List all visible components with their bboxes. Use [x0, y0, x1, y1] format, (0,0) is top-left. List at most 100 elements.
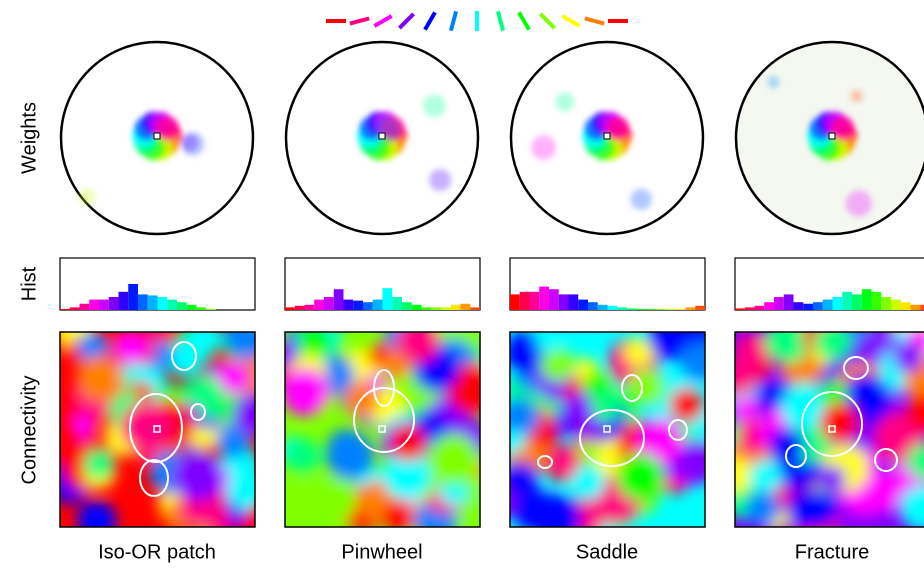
map-blobs — [285, 332, 480, 527]
connectivity-contour — [801, 391, 863, 457]
map-frame — [509, 331, 706, 528]
map-blob — [907, 443, 924, 480]
connectivity-contour — [874, 448, 898, 472]
weights-patch — [181, 132, 205, 156]
hist-bar — [89, 299, 99, 310]
hist-bar — [685, 307, 696, 310]
hist-bar — [891, 299, 901, 310]
map-frame — [59, 331, 256, 528]
orientation-map — [510, 332, 705, 527]
center-marker — [153, 425, 161, 433]
hist-bar — [147, 295, 158, 310]
orientation-tick — [517, 11, 531, 31]
hist-bar — [294, 305, 305, 310]
map-blob — [224, 332, 255, 360]
hist-bar — [324, 297, 334, 310]
map-blob — [819, 380, 848, 408]
hist-bar — [343, 299, 354, 310]
map-blob — [591, 393, 620, 422]
row-label: Hist — [18, 266, 40, 301]
weights-blob — [767, 75, 872, 217]
hist-bar — [382, 288, 393, 310]
hist-bar — [314, 299, 324, 310]
hist-bar — [822, 299, 833, 310]
hist-bar — [539, 286, 549, 310]
orientation-tick — [349, 16, 370, 26]
map-blob — [532, 421, 560, 449]
hist-bar — [206, 308, 216, 310]
center-marker — [603, 132, 611, 140]
orientation-tick — [373, 14, 393, 28]
hist-bar — [79, 303, 90, 310]
map-frame — [734, 331, 924, 528]
hist-bar — [627, 308, 637, 310]
connectivity-contour — [579, 409, 645, 467]
map-blob — [427, 433, 479, 485]
hist-bar — [460, 303, 471, 310]
map-blob — [513, 489, 557, 527]
hist-bar — [803, 303, 813, 310]
hist-bar — [60, 308, 70, 310]
map-blobs — [60, 332, 255, 527]
hist-bar — [99, 299, 109, 310]
hist-bar — [304, 304, 315, 310]
hist-bar — [666, 308, 676, 310]
center-marker — [603, 425, 611, 433]
map-blob — [582, 371, 612, 400]
connectivity-contour — [537, 455, 553, 469]
map-blob — [735, 357, 758, 395]
map-blob — [382, 451, 432, 501]
map-blob — [892, 341, 924, 373]
hist-bar — [910, 304, 921, 310]
map-blob — [768, 427, 805, 464]
hist-bar — [177, 302, 187, 310]
orientation-map — [60, 332, 255, 527]
hist-bar — [861, 289, 872, 310]
map-blob — [510, 461, 538, 497]
weights-patch — [845, 190, 872, 217]
hist-bar — [128, 284, 138, 310]
connectivity-contour — [139, 459, 169, 497]
map-blob — [549, 446, 579, 477]
connectivity-contour — [621, 374, 643, 402]
weights-patch — [555, 92, 575, 112]
map-blob — [906, 393, 924, 432]
orientation-tick — [448, 10, 459, 32]
map-blob — [120, 401, 171, 453]
hist-bar — [441, 307, 451, 310]
map-blob — [510, 398, 541, 439]
weights-patch — [429, 168, 452, 192]
weights-patch — [422, 94, 446, 118]
connectivity-contour — [843, 356, 869, 380]
map-blob — [226, 466, 255, 510]
map-blob — [288, 480, 321, 512]
map-blob — [325, 431, 375, 480]
map-blob — [540, 347, 575, 382]
map-blob — [680, 342, 705, 382]
column-label: Pinwheel — [341, 541, 422, 563]
hist-bar — [558, 294, 569, 310]
orientation-tick — [398, 12, 415, 30]
hist-bar — [852, 294, 862, 310]
map-blob — [818, 465, 846, 493]
center-marker — [828, 425, 836, 433]
orientation-map — [285, 332, 480, 527]
map-blob — [781, 383, 828, 431]
map-blob — [745, 491, 781, 527]
orientation-tick — [423, 11, 437, 31]
column-label: Saddle — [576, 541, 638, 563]
map-blob — [764, 332, 812, 364]
hist-bar — [285, 307, 295, 310]
orientation-tick — [584, 16, 605, 26]
hist-bar — [167, 299, 177, 310]
hist-bar — [108, 297, 119, 310]
row-label: Weights — [18, 102, 40, 174]
map-frame — [284, 331, 481, 528]
map-blob — [624, 337, 654, 367]
center-marker — [378, 132, 386, 140]
map-blob — [735, 395, 759, 422]
hist-bar — [510, 294, 520, 310]
center-marker — [378, 425, 386, 433]
connectivity-contour — [129, 393, 183, 463]
